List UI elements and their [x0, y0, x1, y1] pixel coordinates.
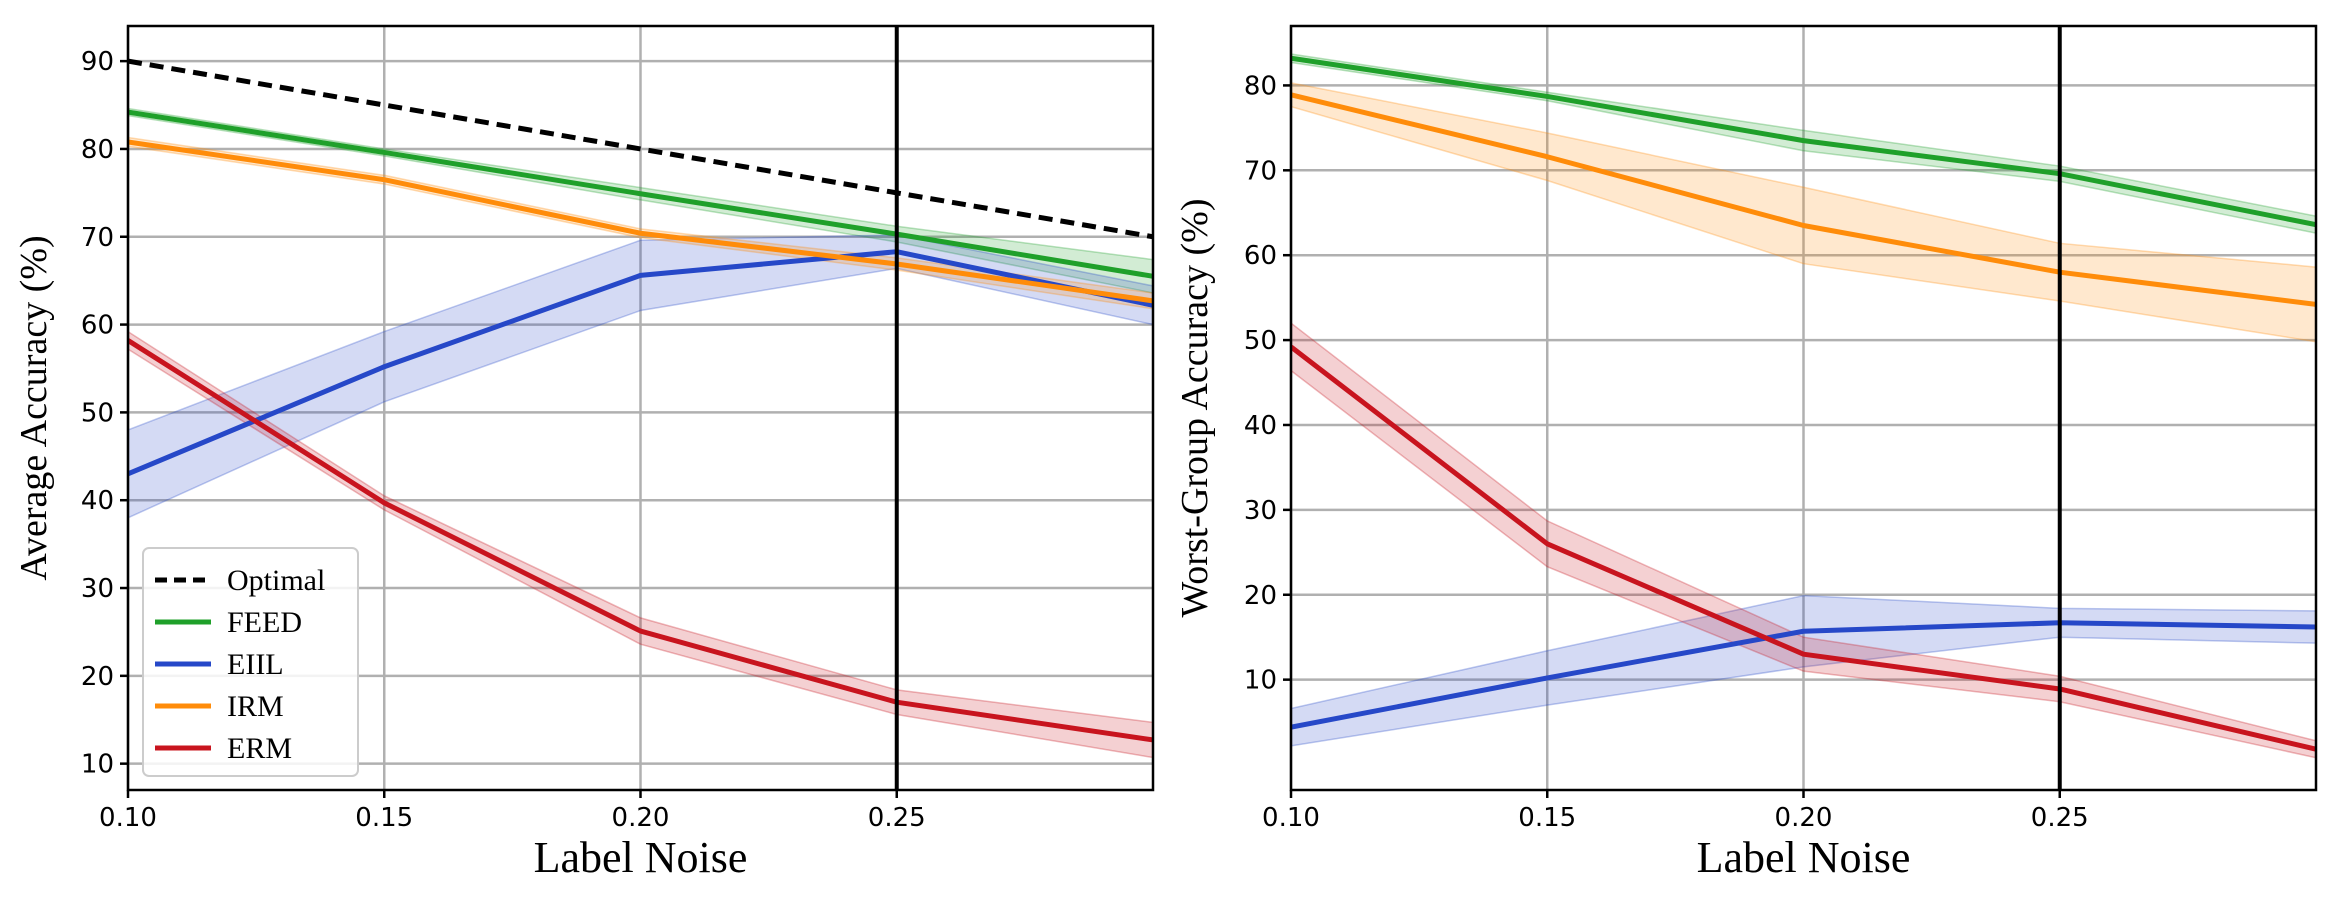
series-line-optimal [128, 58, 1153, 240]
chart-left: 0.10 0.15 0.20 0.25 10 20 30 40 50 60 70 80 90 Label … [13, 24, 1155, 882]
series-line-eiil [1291, 620, 2316, 730]
series-line-irm [128, 139, 1153, 304]
y-tick-label: 40 [1244, 411, 1277, 441]
y-tick-label: 60 [81, 311, 114, 341]
y-tick-label: 40 [81, 486, 114, 516]
x-axis-label: Label Noise [1697, 833, 1911, 882]
series-line-eiil [128, 249, 1153, 477]
legend-label-feed: FEED [227, 606, 302, 639]
y-tick-label: 70 [1244, 156, 1277, 186]
legend: Optimal FEED EIIL IRM ERM [142, 547, 359, 777]
legend-label-optimal: Optimal [227, 564, 325, 597]
legend-label-erm: ERM [227, 732, 292, 765]
x-tick-label: 0.15 [355, 803, 413, 833]
y-tick-label: 10 [81, 750, 114, 780]
y-tick-label: 10 [1244, 666, 1277, 696]
legend-box [142, 547, 359, 777]
y-tick-label: 30 [1244, 496, 1277, 526]
band-erm [128, 330, 1153, 759]
band-eiil [128, 234, 1153, 519]
y-axis-label: Average Accuracy (%) [13, 235, 55, 580]
series-line-feed [1291, 55, 2316, 228]
series-line-erm [128, 338, 1153, 743]
x-tick-label: 0.10 [1262, 803, 1320, 833]
x-tick-label: 0.10 [99, 803, 157, 833]
x-tick-label: 0.25 [2031, 803, 2089, 833]
y-tick-label: 30 [81, 574, 114, 604]
chart-right: 0.10 0.15 0.20 0.25 10 20 30 40 50 60 70 80 Label No… [1174, 24, 2318, 882]
y-tick-label: 50 [81, 398, 114, 428]
x-tick-label: 0.20 [1775, 803, 1833, 833]
y-axis-label: Worst-Group Accuracy (%) [1174, 198, 1216, 617]
x-tick-label: 0.15 [1518, 803, 1576, 833]
x-tick-label: 0.20 [612, 803, 670, 833]
y-tick-label: 80 [1244, 71, 1277, 101]
y-tick-label: 80 [81, 135, 114, 165]
y-tick-label: 90 [81, 47, 114, 77]
series-line-feed [128, 109, 1153, 279]
series-line-irm [1291, 92, 2316, 307]
y-tick-label: 50 [1244, 326, 1277, 356]
y-tick-label: 20 [81, 662, 114, 692]
x-tick-label: 0.25 [868, 803, 926, 833]
legend-label-eiil: EIIL [227, 648, 284, 681]
band-erm [1291, 322, 2316, 759]
series-line-erm [1291, 344, 2316, 752]
y-tick-label: 70 [81, 223, 114, 253]
legend-label-irm: IRM [227, 690, 284, 723]
x-axis-label: Label Noise [534, 833, 748, 882]
y-tick-label: 20 [1244, 581, 1277, 611]
y-tick-label: 60 [1244, 241, 1277, 271]
